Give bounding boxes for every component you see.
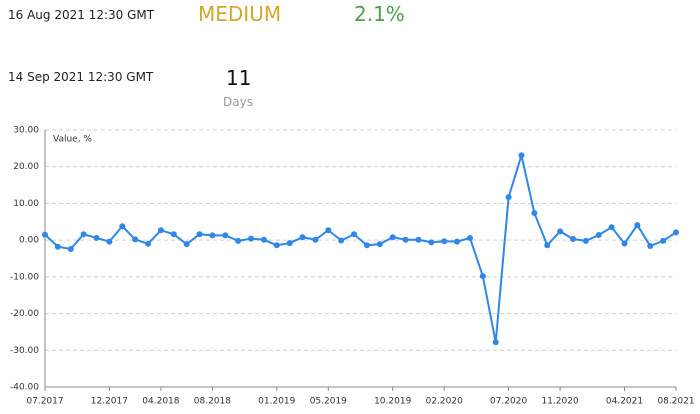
point [42, 231, 48, 238]
point [454, 238, 461, 245]
x-tick-label: 01.2019 [258, 397, 295, 407]
point [518, 152, 525, 159]
point [248, 235, 255, 242]
point [363, 242, 370, 249]
x-tick-label: 12.2017 [91, 397, 128, 407]
point [119, 223, 126, 230]
x-tick-label: 10.2019 [374, 397, 411, 407]
point [273, 242, 280, 249]
importance: MEDIUM [198, 2, 282, 26]
y-tick-label: 30.00 [13, 126, 39, 136]
actual-value: 2.1% [354, 2, 405, 26]
point [595, 232, 602, 239]
point [505, 194, 512, 201]
point [351, 231, 358, 238]
point [479, 273, 486, 280]
point [621, 240, 628, 247]
point [428, 239, 435, 246]
point [312, 236, 319, 243]
point [145, 240, 152, 247]
x-tick-label: 04.2018 [142, 397, 179, 407]
point [325, 227, 332, 234]
countdown: 11 [226, 66, 252, 90]
point [338, 237, 345, 244]
point [557, 228, 564, 235]
point [634, 222, 641, 229]
next-date: 14 Sep 2021 12:30 GMT [8, 70, 154, 84]
point [660, 237, 667, 244]
point [286, 240, 293, 247]
point [235, 237, 242, 244]
x-tick-label: 07.2020 [490, 397, 527, 407]
point [531, 209, 538, 216]
point [389, 234, 396, 241]
point [157, 227, 164, 234]
point [492, 339, 499, 346]
point [196, 231, 203, 238]
point [222, 232, 229, 239]
line [44, 151, 677, 343]
point [673, 229, 679, 236]
point [299, 234, 306, 241]
point [67, 245, 74, 252]
point [209, 232, 216, 239]
point [132, 236, 139, 243]
y-tick-label: -30.00 [10, 346, 39, 356]
point [106, 238, 113, 245]
point [544, 242, 551, 249]
point [376, 241, 383, 248]
point [582, 237, 589, 244]
point [260, 236, 267, 243]
point [54, 243, 61, 250]
x-tick-label: 11.2020 [541, 397, 578, 407]
point [170, 231, 177, 238]
y-tick-label: -10.00 [10, 272, 39, 282]
countdown-unit: Days [223, 95, 253, 109]
y-tick-label: 0.00 [19, 236, 39, 246]
y-tick-label: 10.00 [13, 199, 39, 209]
point [402, 236, 409, 243]
point [93, 234, 100, 241]
x-tick-label: 08.2021 [657, 397, 694, 407]
x-tick-label: 05.2019 [310, 397, 347, 407]
point [466, 234, 473, 241]
point [415, 236, 422, 243]
point [183, 241, 190, 248]
y-axis-title: Value, % [53, 135, 92, 145]
point [569, 236, 576, 243]
x-tick-label: 04.2021 [606, 397, 643, 407]
y-tick-label: -20.00 [10, 309, 39, 319]
y-tick-label: 20.00 [13, 162, 39, 172]
event-date: 16 Aug 2021 12:30 GMT [8, 8, 155, 22]
point [80, 231, 87, 238]
x-tick-label: 07.2017 [26, 397, 63, 407]
x-tick-label: 02.2020 [426, 397, 463, 407]
point [647, 243, 654, 250]
y-tick-label: -40.00 [10, 383, 39, 393]
point [608, 224, 615, 231]
x-tick-label: 08.2018 [194, 397, 231, 407]
point [441, 238, 448, 245]
